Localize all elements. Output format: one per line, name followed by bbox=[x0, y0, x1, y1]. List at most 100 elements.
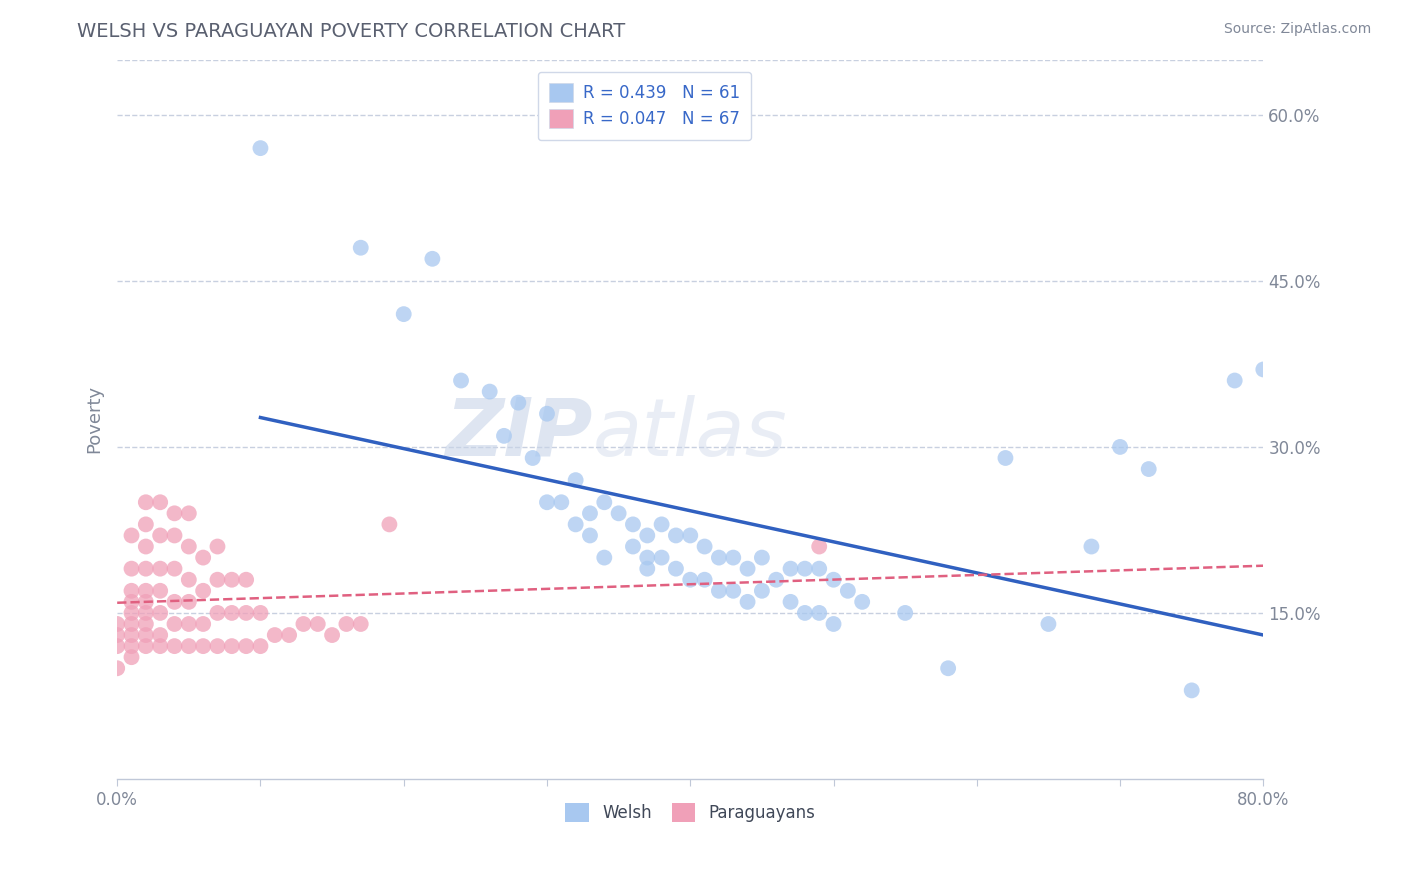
Point bbox=[321, 628, 343, 642]
Point bbox=[135, 540, 157, 554]
Text: WELSH VS PARAGUAYAN POVERTY CORRELATION CHART: WELSH VS PARAGUAYAN POVERTY CORRELATION … bbox=[77, 22, 626, 41]
Point bbox=[636, 528, 658, 542]
Point bbox=[121, 606, 143, 620]
Point bbox=[350, 617, 373, 632]
Point bbox=[135, 628, 157, 642]
Point bbox=[135, 617, 157, 632]
Point bbox=[149, 495, 172, 509]
Point bbox=[149, 639, 172, 653]
Point bbox=[593, 495, 616, 509]
Point bbox=[579, 528, 602, 542]
Y-axis label: Poverty: Poverty bbox=[86, 385, 103, 453]
Point bbox=[177, 540, 200, 554]
Point bbox=[392, 307, 415, 321]
Point bbox=[177, 595, 200, 609]
Point bbox=[679, 573, 702, 587]
Point bbox=[422, 252, 444, 266]
Point bbox=[335, 617, 357, 632]
Point bbox=[307, 617, 329, 632]
Point bbox=[191, 617, 214, 632]
Point bbox=[278, 628, 301, 642]
Point bbox=[378, 517, 401, 532]
Point bbox=[292, 617, 315, 632]
Point bbox=[235, 606, 257, 620]
Point bbox=[779, 595, 801, 609]
Point bbox=[1137, 462, 1160, 476]
Point bbox=[693, 573, 716, 587]
Point bbox=[121, 528, 143, 542]
Point bbox=[779, 562, 801, 576]
Point bbox=[350, 241, 373, 255]
Point bbox=[564, 473, 586, 487]
Point bbox=[163, 528, 186, 542]
Point bbox=[105, 628, 128, 642]
Point bbox=[536, 495, 558, 509]
Point bbox=[808, 606, 831, 620]
Text: ZIP: ZIP bbox=[446, 394, 593, 473]
Point bbox=[765, 573, 787, 587]
Point bbox=[1038, 617, 1060, 632]
Point bbox=[121, 628, 143, 642]
Point bbox=[149, 583, 172, 598]
Point bbox=[564, 517, 586, 532]
Point bbox=[191, 583, 214, 598]
Point bbox=[249, 141, 271, 155]
Point bbox=[207, 573, 229, 587]
Point bbox=[707, 583, 730, 598]
Point bbox=[149, 562, 172, 576]
Point bbox=[221, 639, 243, 653]
Point bbox=[207, 540, 229, 554]
Point bbox=[450, 374, 472, 388]
Legend: Welsh, Paraguayans: Welsh, Paraguayans bbox=[553, 789, 828, 835]
Point bbox=[135, 517, 157, 532]
Point bbox=[235, 573, 257, 587]
Point bbox=[121, 639, 143, 653]
Point bbox=[621, 517, 644, 532]
Point bbox=[191, 639, 214, 653]
Point bbox=[135, 583, 157, 598]
Point bbox=[737, 595, 759, 609]
Point bbox=[823, 617, 845, 632]
Point bbox=[607, 506, 630, 520]
Point bbox=[1109, 440, 1132, 454]
Point bbox=[121, 650, 143, 665]
Point bbox=[149, 606, 172, 620]
Point bbox=[177, 639, 200, 653]
Point bbox=[163, 639, 186, 653]
Point bbox=[207, 639, 229, 653]
Point bbox=[837, 583, 859, 598]
Point bbox=[808, 540, 831, 554]
Point bbox=[1223, 374, 1246, 388]
Point bbox=[665, 528, 688, 542]
Point bbox=[636, 550, 658, 565]
Point bbox=[651, 517, 673, 532]
Point bbox=[636, 562, 658, 576]
Point bbox=[121, 617, 143, 632]
Point bbox=[723, 550, 745, 565]
Point bbox=[135, 639, 157, 653]
Point bbox=[135, 606, 157, 620]
Point bbox=[823, 573, 845, 587]
Text: Source: ZipAtlas.com: Source: ZipAtlas.com bbox=[1223, 22, 1371, 37]
Point bbox=[651, 550, 673, 565]
Point bbox=[737, 562, 759, 576]
Point bbox=[793, 562, 815, 576]
Point bbox=[1253, 362, 1275, 376]
Point bbox=[207, 606, 229, 620]
Point bbox=[135, 495, 157, 509]
Point bbox=[621, 540, 644, 554]
Point bbox=[550, 495, 572, 509]
Point bbox=[249, 639, 271, 653]
Point bbox=[163, 506, 186, 520]
Point bbox=[105, 639, 128, 653]
Point bbox=[808, 562, 831, 576]
Point bbox=[1080, 540, 1102, 554]
Point bbox=[492, 429, 515, 443]
Point bbox=[163, 562, 186, 576]
Point bbox=[221, 606, 243, 620]
Point bbox=[478, 384, 501, 399]
Point bbox=[693, 540, 716, 554]
Point bbox=[723, 583, 745, 598]
Point bbox=[221, 573, 243, 587]
Point bbox=[177, 617, 200, 632]
